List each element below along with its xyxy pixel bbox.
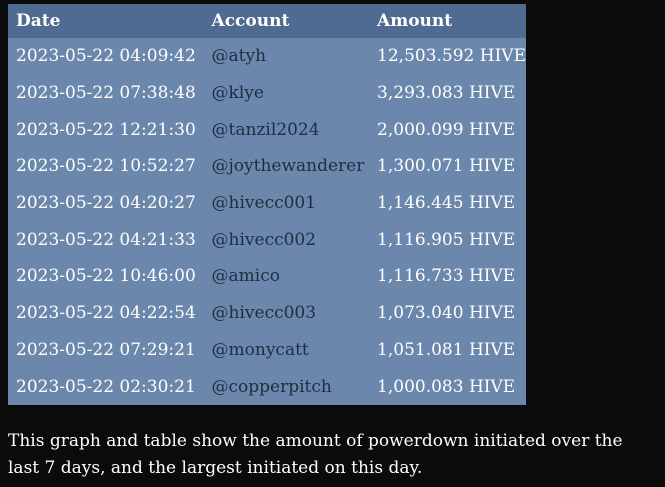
cell-account-link[interactable]: @hivecc003 (211, 303, 317, 324)
table-row: 2023-05-22 07:29:21 @monycatt 1,051.081 … (8, 332, 526, 369)
cell-date: 2023-05-22 10:52:27 (16, 156, 196, 177)
table-row: 2023-05-22 10:46:00 @amico 1,116.733 HIV… (8, 258, 526, 295)
table-row: 2023-05-22 10:52:27 @joythewanderer 1,30… (8, 148, 526, 185)
cell-date: 2023-05-22 07:38:48 (16, 83, 196, 104)
cell-account-link[interactable]: @hivecc001 (211, 193, 317, 214)
cell-account-link[interactable]: @tanzil2024 (211, 119, 320, 140)
cell-amount: 1,000.083 HIVE (377, 376, 516, 397)
table-row: 2023-05-22 07:38:48 @klye 3,293.083 HIVE (8, 75, 526, 112)
powerdown-table: Date Account Amount 2023-05-22 04:09:42 … (8, 4, 526, 405)
cell-amount: 12,503.592 HIVE (377, 46, 526, 67)
table-row: 2023-05-22 12:21:30 @tanzil2024 2,000.09… (8, 111, 526, 148)
header-account: Account (211, 11, 290, 31)
cell-date: 2023-05-22 04:22:54 (16, 303, 196, 324)
cell-date: 2023-05-22 10:46:00 (16, 266, 196, 287)
table-row: 2023-05-22 04:20:27 @hivecc001 1,146.445… (8, 185, 526, 222)
cell-account-link[interactable]: @copperpitch (211, 376, 332, 397)
cell-amount: 1,116.905 HIVE (377, 229, 516, 250)
cell-amount: 1,146.445 HIVE (377, 193, 516, 214)
cell-date: 2023-05-22 04:21:33 (16, 229, 196, 250)
cell-date: 2023-05-22 04:09:42 (16, 46, 196, 67)
table-row: 2023-05-22 04:09:42 @atyh 12,503.592 HIV… (8, 38, 526, 75)
header-row: Date Account Amount (8, 4, 526, 38)
header-amount: Amount (377, 11, 453, 31)
table-row: 2023-05-22 04:21:33 @hivecc002 1,116.905… (8, 221, 526, 258)
cell-account-link[interactable]: @hivecc002 (211, 229, 317, 250)
table-body: 2023-05-22 04:09:42 @atyh 12,503.592 HIV… (8, 38, 526, 405)
cell-account-link[interactable]: @klye (211, 83, 264, 104)
table-row: 2023-05-22 02:30:21 @copperpitch 1,000.0… (8, 368, 526, 405)
cell-date: 2023-05-22 07:29:21 (16, 339, 196, 360)
cell-amount: 1,300.071 HIVE (377, 156, 516, 177)
table-caption: This graph and table show the amount of … (8, 431, 623, 478)
header-date: Date (16, 11, 61, 31)
cell-date: 2023-05-22 02:30:21 (16, 376, 196, 397)
table-header: Date Account Amount (8, 4, 526, 38)
cell-date: 2023-05-22 04:20:27 (16, 193, 196, 214)
cell-amount: 3,293.083 HIVE (377, 83, 516, 104)
cell-amount: 2,000.099 HIVE (377, 119, 516, 140)
cell-account-link[interactable]: @amico (211, 266, 280, 287)
cell-amount: 1,116.733 HIVE (377, 266, 516, 287)
cell-amount: 1,051.081 HIVE (377, 339, 516, 360)
cell-account-link[interactable]: @atyh (211, 46, 267, 67)
cell-account-link[interactable]: @monycatt (211, 339, 309, 360)
cell-date: 2023-05-22 12:21:30 (16, 119, 196, 140)
cell-account-link[interactable]: @joythewanderer (211, 156, 365, 177)
cell-amount: 1,073.040 HIVE (377, 303, 516, 324)
table-row: 2023-05-22 04:22:54 @hivecc003 1,073.040… (8, 295, 526, 332)
